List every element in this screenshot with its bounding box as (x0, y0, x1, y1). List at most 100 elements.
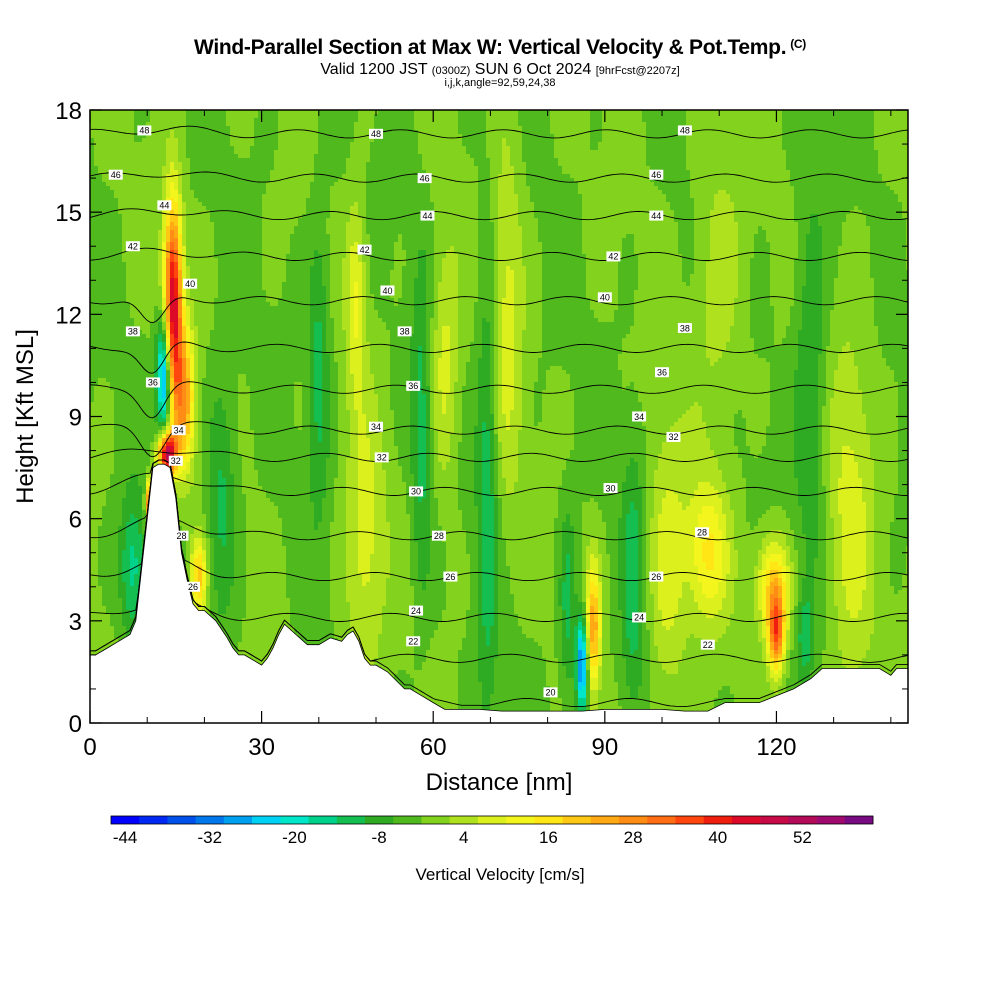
velocity-cell (158, 174, 162, 178)
velocity-cell (198, 154, 202, 158)
velocity-cell (626, 142, 630, 146)
velocity-cell (354, 170, 358, 174)
velocity-cell (574, 142, 578, 146)
velocity-cell (362, 114, 366, 118)
velocity-cell (210, 122, 214, 126)
velocity-cell (902, 166, 906, 170)
velocity-cell (102, 138, 106, 142)
velocity-cell (130, 146, 134, 150)
velocity-cell (554, 142, 558, 146)
velocity-cell (878, 158, 882, 162)
velocity-cell (742, 166, 746, 170)
velocity-cell (242, 162, 246, 166)
velocity-cell (570, 122, 574, 126)
velocity-cell (902, 126, 906, 130)
velocity-cell (786, 138, 790, 142)
velocity-cell (578, 154, 582, 158)
velocity-cell (482, 142, 486, 146)
velocity-cell (458, 130, 462, 134)
velocity-cell (422, 122, 426, 126)
velocity-cell (670, 154, 674, 158)
velocity-cell (290, 134, 294, 138)
velocity-cell (114, 138, 118, 142)
velocity-cell (886, 154, 890, 158)
velocity-cell (270, 118, 274, 122)
velocity-cell (806, 134, 810, 138)
velocity-cell (338, 126, 342, 130)
velocity-cell (598, 118, 602, 122)
velocity-cell (494, 134, 498, 138)
velocity-cell (758, 122, 762, 126)
velocity-cell (530, 158, 534, 162)
velocity-cell (426, 138, 430, 142)
velocity-cell (670, 158, 674, 162)
velocity-cell (174, 134, 178, 138)
velocity-cell (486, 146, 490, 150)
velocity-cell (702, 122, 706, 126)
velocity-cell (826, 138, 830, 142)
velocity-cell (262, 146, 266, 150)
velocity-cell (798, 138, 802, 142)
velocity-cell (826, 142, 830, 146)
velocity-cell (174, 150, 178, 154)
velocity-cell (226, 138, 230, 142)
velocity-cell (418, 146, 422, 150)
velocity-cell (422, 158, 426, 162)
velocity-cell (766, 142, 770, 146)
velocity-cell (750, 114, 754, 118)
velocity-cell (598, 138, 602, 142)
velocity-cell (674, 170, 678, 174)
velocity-cell (306, 158, 310, 162)
velocity-cell (902, 118, 906, 122)
velocity-cell (654, 130, 658, 134)
velocity-cell (486, 122, 490, 126)
velocity-cell (782, 158, 786, 162)
velocity-cell (574, 118, 578, 122)
velocity-cell (602, 138, 606, 142)
velocity-cell (842, 170, 846, 174)
velocity-cell (206, 122, 210, 126)
velocity-cell (754, 142, 758, 146)
velocity-cell (606, 170, 610, 174)
velocity-cell (386, 118, 390, 122)
velocity-cell (114, 154, 118, 158)
velocity-cell (502, 170, 506, 174)
velocity-cell (862, 146, 866, 150)
velocity-cell (754, 146, 758, 150)
velocity-cell (350, 114, 354, 118)
velocity-cell (322, 162, 326, 166)
velocity-cell (458, 150, 462, 154)
velocity-cell (274, 138, 278, 142)
velocity-cell (158, 126, 162, 130)
velocity-cell (226, 130, 230, 134)
velocity-cell (310, 134, 314, 138)
velocity-cell (782, 166, 786, 170)
velocity-cell (230, 118, 234, 122)
velocity-cell (394, 122, 398, 126)
velocity-cell (722, 122, 726, 126)
velocity-cell (350, 166, 354, 170)
velocity-cell (442, 162, 446, 166)
velocity-cell (478, 154, 482, 158)
velocity-cell (646, 154, 650, 158)
velocity-cell (270, 154, 274, 158)
velocity-cell (634, 146, 638, 150)
velocity-cell (606, 166, 610, 170)
velocity-cell (158, 166, 162, 170)
velocity-cell (226, 118, 230, 122)
velocity-cell (98, 154, 102, 158)
velocity-cell (650, 162, 654, 166)
velocity-cell (118, 134, 122, 138)
velocity-cell (434, 166, 438, 170)
velocity-cell (870, 146, 874, 150)
velocity-cell (134, 170, 138, 174)
velocity-cell (318, 134, 322, 138)
velocity-cell (782, 162, 786, 166)
velocity-cell (894, 150, 898, 154)
velocity-cell (878, 142, 882, 146)
velocity-cell (874, 166, 878, 170)
velocity-cell (854, 154, 858, 158)
velocity-cell (454, 170, 458, 174)
velocity-cell (382, 158, 386, 162)
velocity-cell (238, 150, 242, 154)
